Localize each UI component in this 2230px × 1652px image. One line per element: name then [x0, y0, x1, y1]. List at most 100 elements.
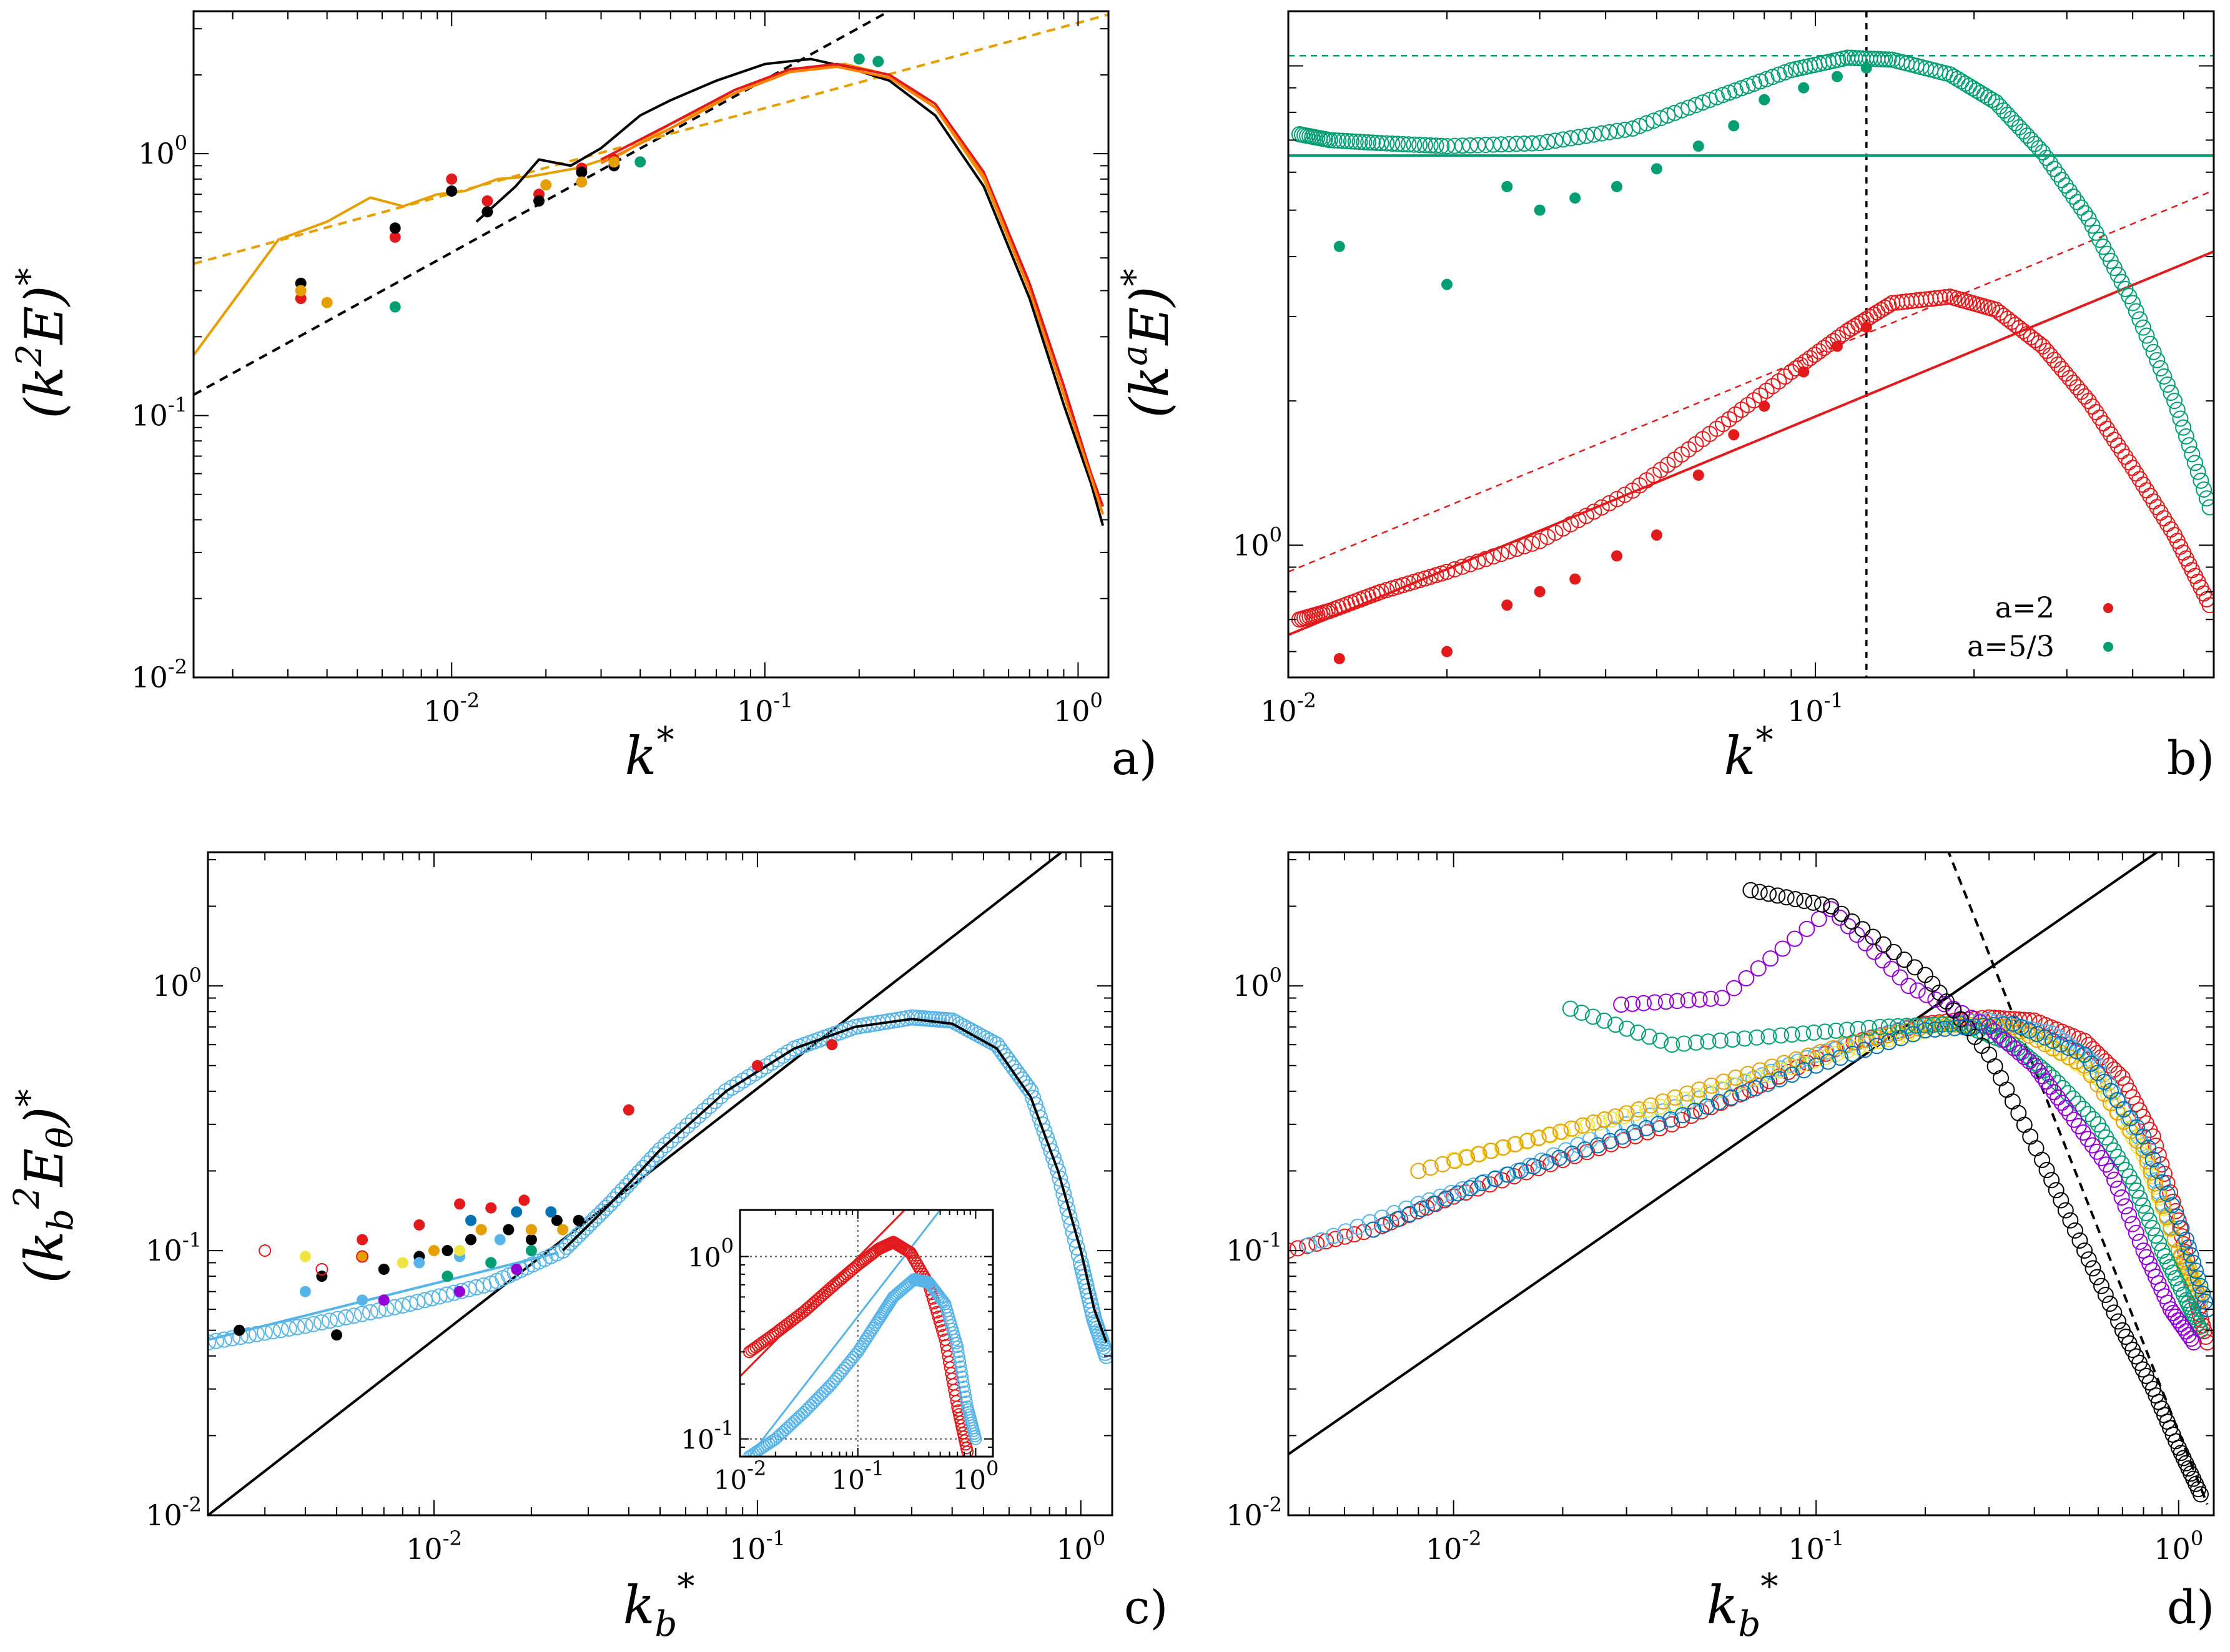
blue-open-point — [707, 1093, 724, 1109]
blue-open-point — [626, 1169, 643, 1186]
blue-points-point — [357, 1294, 368, 1306]
red-open — [1291, 288, 2214, 628]
red-open-point — [2196, 585, 2213, 602]
purple-open-point — [1832, 909, 1848, 926]
purple-open-point — [1810, 911, 1827, 928]
orange-points-point — [321, 297, 333, 308]
green-open-point — [1433, 137, 1450, 154]
green-open-point — [2040, 1066, 2057, 1083]
green-open-point — [1378, 135, 1395, 152]
navy-open-point — [2013, 1019, 2030, 1036]
green-open — [1291, 49, 2214, 516]
inset-blue-open-point — [811, 1392, 824, 1405]
black-open-point — [1885, 943, 1902, 960]
blue-open-point — [674, 1122, 691, 1139]
black-open-point — [1751, 883, 1768, 900]
green-open-point — [1339, 133, 1356, 150]
green-points-point — [1798, 82, 1810, 94]
yellow-open-point — [1639, 1101, 1656, 1118]
orange-open-point — [1607, 1108, 1624, 1125]
red-open-point — [2166, 527, 2183, 544]
green-points-point — [389, 301, 401, 313]
y-tick-label: 100 — [1233, 963, 1282, 1003]
green-open-point — [1618, 1020, 1635, 1037]
black-open-point — [1796, 892, 1813, 909]
red-open-point — [1506, 1168, 1522, 1184]
red-open-point — [2113, 443, 2130, 460]
inset-blue-open-point — [797, 1406, 811, 1419]
red-points-point — [1728, 429, 1740, 441]
green-open-point — [1712, 1032, 1729, 1049]
green-open-point — [2142, 335, 2159, 352]
blue-open-point — [280, 1320, 297, 1337]
red-open-point — [2046, 352, 2063, 368]
green-open-point — [1326, 132, 1343, 149]
green-open-point — [1666, 104, 1683, 121]
green-open-point — [1416, 137, 1433, 154]
red-open-point — [2193, 1311, 2209, 1328]
blue-open-point — [1465, 1177, 1482, 1194]
black-points-point — [389, 222, 401, 234]
red-open-point — [1609, 491, 1626, 508]
green-open-point — [2046, 160, 2063, 177]
green-open-point — [1694, 94, 1711, 111]
blue-points-point — [299, 1286, 311, 1297]
green-open-point — [1531, 135, 1548, 152]
orange-open-point — [1727, 1069, 1744, 1086]
panel-label: d) — [2167, 1581, 2214, 1635]
green-open-point — [1805, 1024, 1822, 1041]
green-open-point — [2026, 135, 2043, 152]
red-open-point — [2201, 597, 2214, 614]
blue-open-point — [345, 1307, 362, 1324]
purple-open-point — [1750, 960, 1767, 977]
black-points-point — [533, 195, 545, 207]
x-tick-label: 100 — [953, 1457, 999, 1495]
red-points-point — [826, 1039, 838, 1051]
orange-line — [194, 62, 1104, 507]
orange-open-point — [1752, 1062, 1769, 1079]
inset-blue-open-point — [956, 1370, 969, 1384]
orange-open-point — [1585, 1114, 1602, 1131]
green-open-point — [1400, 136, 1417, 153]
navy-open-point — [2060, 1040, 2077, 1056]
x-axis-label: kb* — [1707, 1566, 1779, 1645]
black-points-point — [316, 1271, 328, 1282]
black-open-point — [2022, 1128, 2039, 1145]
black-open-point — [2097, 1286, 2114, 1303]
green-open-point — [2065, 188, 2082, 205]
navy-points — [465, 1206, 557, 1226]
blue-open-point — [1349, 1218, 1366, 1235]
red-open-point — [1439, 563, 1456, 580]
black-curve — [561, 1018, 1108, 1343]
purple-open-point — [2041, 1078, 2058, 1095]
green-open-point — [1578, 127, 1595, 144]
red-open-point — [1554, 1151, 1571, 1168]
green-points-point — [1692, 140, 1704, 152]
green-open-point — [2061, 182, 2078, 199]
purple-points-point — [454, 1286, 466, 1297]
red-open-point — [2142, 488, 2159, 504]
black-open-point — [2093, 1277, 2110, 1294]
black-points-point — [573, 1214, 585, 1226]
red-open-point — [1494, 1172, 1511, 1189]
green-open-point — [1749, 1029, 1765, 1046]
red-open-points — [259, 1244, 369, 1276]
black-open-point — [2076, 1242, 2093, 1259]
green-open-point — [2178, 428, 2194, 445]
blue-open-point — [618, 1178, 635, 1194]
blue-open-point — [2095, 1066, 2112, 1083]
black-open-point — [1998, 1081, 2015, 1098]
red-points-point — [1534, 586, 1546, 597]
x-tick-label: 10-2 — [1260, 689, 1316, 728]
legend: a=2 a=5/3 — [1967, 591, 2113, 663]
yellow-points-point — [299, 1251, 311, 1262]
inset-blue-open-point — [952, 1350, 965, 1364]
navy-open-point — [2053, 1036, 2070, 1053]
blue-open-point — [297, 1317, 313, 1334]
red-open-point — [1516, 538, 1532, 554]
purple-open-point — [2053, 1094, 2070, 1111]
plot-frame — [1287, 10, 2215, 679]
red-open-point — [1880, 297, 1897, 314]
blue-open-point — [386, 1299, 403, 1315]
red-open-point — [2149, 499, 2166, 516]
